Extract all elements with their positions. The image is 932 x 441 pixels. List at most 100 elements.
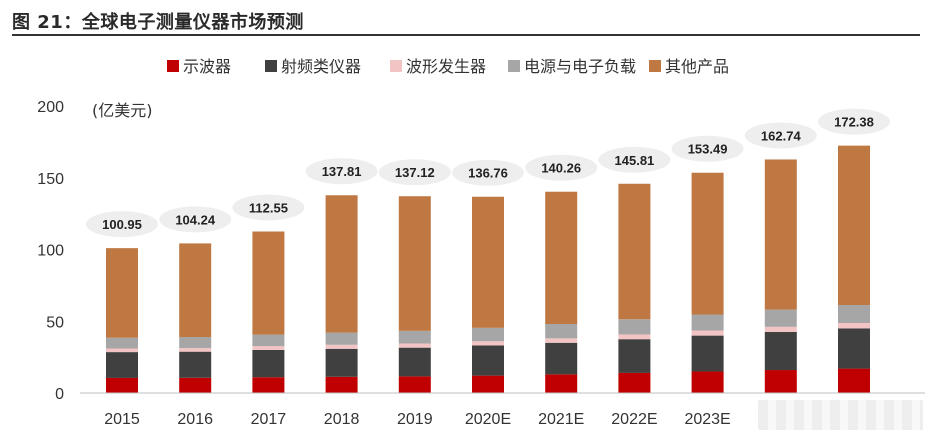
- bar-2016-series-2: [179, 348, 212, 352]
- total-bubble-2020E: [452, 159, 524, 186]
- total-label-2021E: 140.26: [541, 161, 581, 176]
- bar-2015-series-3: [106, 337, 138, 349]
- bar-2023E-series-1: [691, 335, 724, 372]
- bar-2018-series-2: [325, 344, 358, 349]
- legend-label-4: 其他产品: [665, 57, 729, 76]
- legend-swatch-0: [167, 60, 179, 72]
- total-bubble-2021E: [525, 154, 598, 181]
- bar-2020E-series-0: [472, 375, 504, 393]
- bar-2018-series-3: [325, 332, 358, 345]
- bar-2016-series-3: [179, 337, 212, 349]
- legend-swatch-3: [508, 60, 520, 72]
- total-label-2018: 137.81: [322, 164, 362, 179]
- total-bubble-2018: [305, 158, 378, 185]
- bar-2022E-series-2: [618, 334, 651, 340]
- total-label-2023E: 153.49: [688, 142, 728, 157]
- x-axis: 2015 2016 2017 2018 2019 2020E 2021E 2022E 2023E: [80, 392, 925, 428]
- bar-2021E-series-2: [545, 338, 578, 343]
- total-bubble-2023E: [671, 135, 744, 162]
- bar-2022E-series-3: [618, 319, 651, 335]
- y-tick-label-1: 50: [46, 314, 64, 331]
- watermark-blur: [758, 400, 923, 430]
- bar-2018-series-1: [325, 348, 358, 377]
- bar-2018-series-4: [325, 195, 358, 333]
- bar-2024E-series-1: [764, 332, 797, 371]
- bar-2021E-series-4: [545, 191, 578, 324]
- total-bubble-2022E: [598, 146, 671, 173]
- bar-2015-series-4: [106, 248, 138, 338]
- bar-2015-series-1: [106, 352, 138, 378]
- bar-2016-series-4: [179, 243, 212, 338]
- legend-label-3: 电源与电子负载: [524, 57, 636, 76]
- bar-2015-series-2: [106, 348, 138, 353]
- bar-2024E-series-4: [764, 159, 797, 310]
- total-label-2022E: 145.81: [615, 153, 655, 168]
- bar-2019-series-0: [398, 376, 431, 393]
- bar-2025E-series-4: [838, 145, 870, 306]
- total-bubble-2019: [378, 159, 451, 186]
- total-label-2020E: 136.76: [468, 166, 508, 181]
- bar-2020E-series-4: [472, 196, 504, 328]
- bar-2020E-series-3: [472, 327, 504, 342]
- total-bubble-2016: [159, 206, 232, 233]
- y-axis-unit-label: (亿美元): [92, 101, 153, 120]
- bars: [106, 145, 870, 393]
- total-label-2024E: 162.74: [761, 128, 802, 143]
- bar-2023E-series-0: [691, 371, 724, 393]
- bar-2016-series-1: [179, 351, 212, 378]
- bar-2017-series-2: [252, 346, 285, 350]
- legend-label-1: 射频类仪器: [281, 57, 361, 76]
- bar-2016-series-0: [179, 377, 212, 393]
- bar-2017-series-3: [252, 334, 285, 347]
- bar-2015-series-0: [106, 377, 138, 393]
- bar-2022E-series-4: [618, 183, 651, 320]
- bar-2017-series-4: [252, 231, 285, 335]
- bar-2024E-series-3: [764, 309, 797, 327]
- figure-title: 图 21：全球电子测量仪器市场预测: [12, 12, 304, 33]
- bar-2021E-series-3: [545, 323, 578, 339]
- total-bubble-2017: [232, 194, 305, 221]
- y-tick-label-3: 150: [37, 171, 64, 188]
- total-bubble-2025E: [818, 108, 890, 135]
- title-divider: [12, 34, 920, 36]
- bar-2022E-series-1: [618, 339, 651, 373]
- total-bubble-2024E: [744, 122, 817, 149]
- legend-swatch-1: [265, 60, 277, 72]
- total-bubble-2015: [86, 211, 158, 238]
- bar-2019-series-3: [398, 330, 431, 344]
- y-axis: 0 50 100 150 200: [37, 99, 64, 403]
- x-tick-label-2: 2017: [251, 411, 287, 428]
- total-labels: 100.95 104.24 112.55 137.81 137.12 136.76 140.…: [86, 108, 890, 238]
- bar-2024E-series-2: [764, 326, 797, 333]
- bar-2025E-series-1: [838, 328, 870, 369]
- bar-2025E-series-2: [838, 322, 870, 329]
- bar-2023E-series-4: [691, 172, 724, 315]
- y-tick-label-2: 100: [37, 243, 64, 260]
- legend-swatch-4: [649, 60, 661, 72]
- x-tick-label-3: 2018: [324, 411, 360, 428]
- x-tick-label-4: 2019: [397, 411, 433, 428]
- chart-legend: 示波器 射频类仪器 波形发生器 电源与电子负载 其他产品: [167, 57, 729, 76]
- bar-2017-series-0: [252, 377, 285, 393]
- bar-2025E-series-0: [838, 368, 870, 393]
- bar-2020E-series-2: [472, 341, 504, 346]
- y-tick-label-4: 200: [37, 99, 64, 116]
- bar-2020E-series-1: [472, 345, 504, 376]
- legend-label-2: 波形发生器: [406, 57, 486, 76]
- total-label-2025E: 172.38: [834, 115, 874, 130]
- bar-2023E-series-2: [691, 330, 724, 336]
- bar-2024E-series-0: [764, 370, 797, 393]
- total-label-2016: 104.24: [175, 212, 216, 227]
- x-tick-label-0: 2015: [104, 411, 140, 428]
- x-tick-label-5: 2020E: [465, 411, 511, 428]
- bar-2023E-series-3: [691, 314, 724, 331]
- total-label-2019: 137.12: [395, 165, 435, 180]
- x-tick-label-6: 2021E: [538, 411, 584, 428]
- bar-2025E-series-3: [838, 305, 870, 323]
- bar-2021E-series-0: [545, 374, 578, 393]
- x-tick-label-8: 2023E: [684, 411, 730, 428]
- bar-2021E-series-1: [545, 342, 578, 375]
- total-label-2017: 112.55: [249, 200, 288, 215]
- legend-label-0: 示波器: [183, 57, 231, 76]
